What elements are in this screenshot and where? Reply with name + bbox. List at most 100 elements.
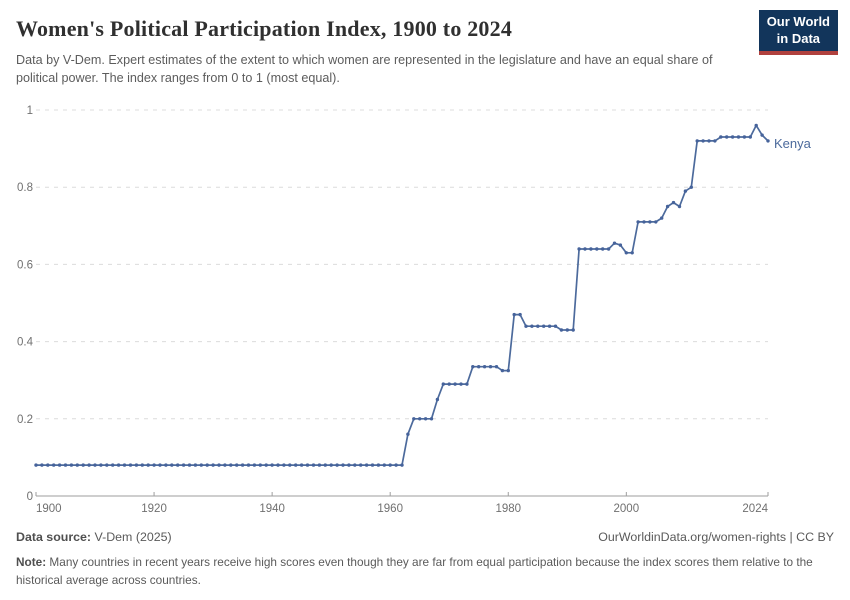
data-point[interactable] xyxy=(170,463,174,467)
data-point[interactable] xyxy=(359,463,363,467)
data-point[interactable] xyxy=(465,382,469,386)
data-point[interactable] xyxy=(606,247,611,251)
data-point[interactable] xyxy=(477,365,481,369)
data-point[interactable] xyxy=(542,324,546,328)
data-point[interactable] xyxy=(447,382,451,386)
data-point[interactable] xyxy=(719,135,723,139)
data-point[interactable] xyxy=(612,241,617,245)
data-point[interactable] xyxy=(406,432,410,436)
data-point[interactable] xyxy=(742,135,747,139)
data-point[interactable] xyxy=(441,382,445,386)
data-point[interactable] xyxy=(116,463,121,467)
data-point[interactable] xyxy=(335,463,339,467)
data-point[interactable] xyxy=(695,139,699,143)
data-point[interactable] xyxy=(748,135,752,139)
data-point[interactable] xyxy=(276,463,280,467)
data-point[interactable] xyxy=(601,247,605,251)
data-point[interactable] xyxy=(81,463,85,467)
data-point[interactable] xyxy=(122,463,127,467)
data-point[interactable] xyxy=(471,365,475,369)
data-point[interactable] xyxy=(370,463,375,467)
data-point[interactable] xyxy=(754,123,758,128)
data-point[interactable] xyxy=(654,220,658,224)
line-chart[interactable]: 0 0.2 0.4 0.6 0.8 1 1900 1920 1940 1960 1980 2000 20… xyxy=(0,95,850,535)
data-point[interactable] xyxy=(294,463,298,467)
data-point[interactable] xyxy=(75,463,80,467)
data-point[interactable] xyxy=(105,463,109,467)
data-point[interactable] xyxy=(317,463,322,467)
data-point[interactable] xyxy=(766,139,770,143)
data-point[interactable] xyxy=(364,463,369,467)
data-point[interactable] xyxy=(488,365,493,369)
data-point[interactable] xyxy=(211,463,215,467)
data-point[interactable] xyxy=(677,204,682,209)
data-point[interactable] xyxy=(199,463,203,467)
data-point[interactable] xyxy=(240,463,245,467)
data-point[interactable] xyxy=(536,324,540,328)
data-point[interactable] xyxy=(282,463,286,467)
data-point[interactable] xyxy=(176,463,180,467)
data-point[interactable] xyxy=(252,463,257,467)
data-point[interactable] xyxy=(140,463,144,467)
data-point[interactable] xyxy=(736,135,741,139)
data-point[interactable] xyxy=(181,463,186,467)
data-point[interactable] xyxy=(671,200,676,205)
data-point[interactable] xyxy=(187,463,192,467)
data-point[interactable] xyxy=(589,247,593,251)
data-point[interactable] xyxy=(494,365,499,369)
data-point[interactable] xyxy=(46,463,50,467)
data-point[interactable] xyxy=(111,463,115,467)
data-point[interactable] xyxy=(512,312,516,317)
data-point[interactable] xyxy=(57,463,62,467)
data-point[interactable] xyxy=(63,463,68,467)
data-point[interactable] xyxy=(329,463,333,467)
data-point[interactable] xyxy=(423,417,428,421)
data-point[interactable] xyxy=(636,220,640,224)
data-point[interactable] xyxy=(713,139,717,143)
data-point[interactable] xyxy=(683,189,688,193)
data-point[interactable] xyxy=(258,463,262,467)
data-point[interactable] xyxy=(624,251,628,255)
data-point[interactable] xyxy=(217,463,221,467)
data-point[interactable] xyxy=(689,185,693,189)
data-point[interactable] xyxy=(382,463,386,467)
data-point[interactable] xyxy=(152,463,156,467)
data-point[interactable] xyxy=(553,324,558,328)
chart-svg[interactable]: 0 0.2 0.4 0.6 0.8 1 1900 1920 1940 1960 1980 2000 20… xyxy=(0,95,850,535)
owid-logo[interactable]: Our World in Data xyxy=(758,10,838,55)
data-point[interactable] xyxy=(665,204,670,209)
data-point[interactable] xyxy=(642,220,646,224)
data-point[interactable] xyxy=(376,463,381,467)
data-point[interactable] xyxy=(571,328,575,332)
data-point[interactable] xyxy=(429,417,434,421)
data-point[interactable] xyxy=(158,463,162,467)
data-point[interactable] xyxy=(246,463,251,467)
data-point[interactable] xyxy=(205,463,209,467)
data-point[interactable] xyxy=(146,463,150,467)
data-point[interactable] xyxy=(87,463,91,467)
data-point[interactable] xyxy=(660,216,664,220)
data-point[interactable] xyxy=(595,247,599,251)
data-point[interactable] xyxy=(418,417,422,421)
data-point[interactable] xyxy=(347,463,351,467)
data-point[interactable] xyxy=(323,463,327,467)
data-point[interactable] xyxy=(341,463,345,467)
data-point[interactable] xyxy=(288,463,292,467)
data-point[interactable] xyxy=(760,133,764,137)
data-point[interactable] xyxy=(648,220,652,224)
data-point[interactable] xyxy=(435,397,440,402)
data-point[interactable] xyxy=(459,382,463,386)
data-point[interactable] xyxy=(223,463,227,467)
data-point[interactable] xyxy=(412,417,416,421)
data-point[interactable] xyxy=(264,463,268,467)
data-point[interactable] xyxy=(229,463,233,467)
data-point[interactable] xyxy=(400,463,404,467)
data-point[interactable] xyxy=(305,463,310,467)
data-point[interactable] xyxy=(518,312,522,317)
data-point[interactable] xyxy=(559,328,564,332)
data-point[interactable] xyxy=(524,324,528,328)
data-point[interactable] xyxy=(482,365,487,369)
data-point[interactable] xyxy=(547,324,552,328)
data-point[interactable] xyxy=(530,324,534,328)
data-point[interactable] xyxy=(388,463,392,467)
